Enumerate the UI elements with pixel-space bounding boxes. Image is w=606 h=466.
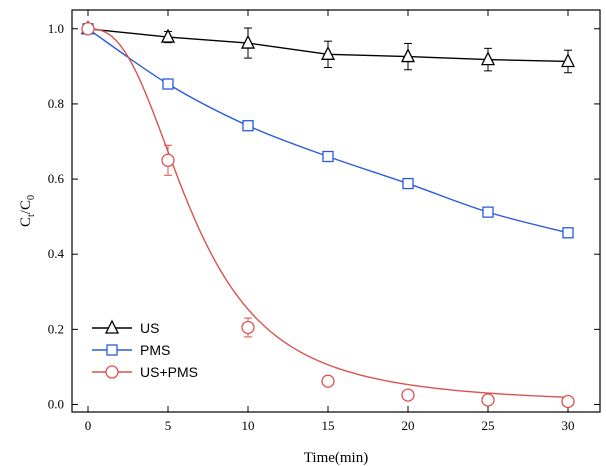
legend-label: US [140, 320, 159, 336]
data-point [482, 206, 494, 218]
data-point [561, 394, 575, 409]
x-tick-label: 20 [402, 418, 415, 433]
y-tick-label: 0.2 [48, 321, 64, 336]
plot-frame [71, 9, 601, 413]
data-point [161, 153, 175, 167]
data-point [321, 374, 335, 388]
legend-item: US+PMS [92, 364, 198, 380]
y-axis-title-sub2: 0 [26, 195, 37, 200]
data-point [401, 388, 415, 402]
data-point [320, 45, 336, 60]
y-tick-label: 0.0 [48, 396, 64, 411]
data-point [240, 34, 256, 49]
data-point [480, 51, 496, 66]
series-us [80, 20, 576, 74]
x-tick-label: 25 [482, 418, 495, 433]
data-point [562, 227, 574, 239]
series-pms [82, 23, 574, 239]
x-tick-label: 15 [322, 418, 335, 433]
y-tick-label: 0.4 [48, 246, 65, 261]
y-tick-label: 0.8 [48, 96, 64, 111]
x-tick-label: 10 [242, 418, 255, 433]
data-point [160, 28, 176, 43]
y-axis-title-mid: /C [18, 200, 34, 214]
y-axis-title-main: C [18, 217, 34, 227]
data-point [481, 393, 495, 407]
data-point [81, 22, 95, 36]
x-tick-label: 0 [85, 418, 92, 433]
data-point [322, 150, 334, 163]
legend-marker [106, 344, 118, 356]
legend-item: US [92, 319, 159, 336]
x-tick-label: 5 [165, 418, 172, 433]
x-tick-label: 30 [562, 418, 575, 433]
axis-ticks: 0 5 10 15 20 25 30 0.0 0.2 0.4 0.6 0.8 1.0 [48, 10, 600, 433]
series-us-plus-pms [81, 22, 575, 409]
legend-label: US+PMS [140, 364, 198, 380]
series-layer [80, 20, 576, 409]
legend-marker [105, 365, 119, 379]
x-axis-title: Time(min) [304, 450, 368, 466]
legend-marker [104, 319, 120, 334]
y-tick-label: 1.0 [48, 21, 64, 36]
y-tick-label: 0.6 [48, 171, 65, 186]
data-point [400, 48, 416, 63]
data-point [560, 53, 576, 68]
data-point [162, 78, 174, 90]
legend-item: PMS [92, 342, 170, 358]
y-axis-title-sub1: t [26, 214, 37, 217]
data-point [241, 320, 255, 335]
data-point [242, 120, 254, 132]
data-point [402, 177, 414, 190]
legend: US PMS US+PMS [92, 319, 198, 380]
y-axis-title: Ct/C0 [18, 195, 37, 227]
legend-label: PMS [140, 342, 170, 358]
